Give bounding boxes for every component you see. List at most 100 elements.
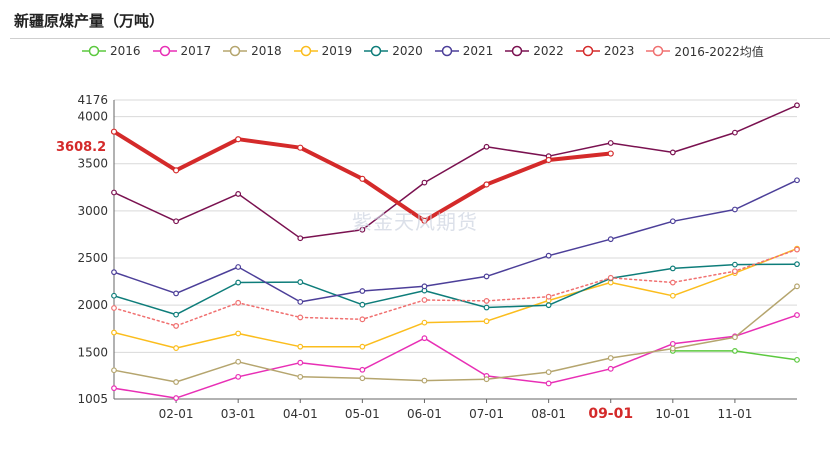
data-point <box>421 217 428 224</box>
data-point <box>173 379 179 385</box>
data-point <box>607 274 614 281</box>
data-point <box>359 366 366 373</box>
data-point <box>794 246 800 253</box>
legend-marker-icon <box>223 45 248 57</box>
data-point <box>545 369 552 376</box>
data-point <box>173 345 179 351</box>
data-point <box>732 129 738 136</box>
series-2019-line <box>113 247 798 349</box>
legend-item[interactable]: 2016 <box>82 44 141 58</box>
data-point <box>297 279 304 285</box>
x-tick-label: 09-01 <box>588 406 633 422</box>
legend-item[interactable]: 2020 <box>364 44 423 58</box>
x-tick-label: 03-01 <box>221 407 256 421</box>
data-point <box>545 252 552 259</box>
y-tick-label: 2000 <box>77 298 108 312</box>
legend-label: 2018 <box>251 44 282 58</box>
y-tick-label: 1500 <box>77 345 108 359</box>
data-point <box>794 102 800 109</box>
legend-item[interactable]: 2016-2022均值 <box>646 43 764 60</box>
data-point <box>173 311 179 318</box>
data-point <box>545 156 552 164</box>
data-point <box>483 181 490 188</box>
data-point <box>483 143 490 150</box>
data-point <box>111 305 117 311</box>
data-point <box>235 136 242 143</box>
data-point <box>794 312 800 318</box>
x-tick-label: 07-01 <box>469 407 504 421</box>
chart-title: 新疆原煤产量（万吨） <box>14 12 165 30</box>
y-tick-label: 1005 <box>77 392 108 406</box>
legend-label: 2016-2022均值 <box>674 44 764 59</box>
data-point <box>794 283 800 290</box>
legend-label: 2017 <box>180 44 212 58</box>
data-point <box>297 343 304 350</box>
legend-label: 2023 <box>603 44 635 58</box>
data-point <box>794 177 800 184</box>
data-point <box>235 279 242 286</box>
data-point <box>359 175 366 182</box>
data-point <box>359 343 366 350</box>
data-point <box>235 191 242 197</box>
legend-label: 2016 <box>110 44 141 58</box>
data-point <box>421 283 428 290</box>
legend-marker-icon <box>293 45 318 57</box>
data-point <box>359 316 366 323</box>
data-point <box>172 167 180 174</box>
data-point <box>359 301 366 308</box>
legend-item[interactable]: 2022 <box>505 44 564 58</box>
legend-marker-icon <box>82 45 106 57</box>
x-tick-label: 04-01 <box>283 407 318 421</box>
data-point <box>607 150 614 157</box>
data-point <box>173 323 179 329</box>
data-point <box>545 380 552 387</box>
data-point <box>483 298 490 304</box>
series-2020-line <box>113 263 798 316</box>
legend-label: 2021 <box>462 44 494 58</box>
legend-item[interactable]: 2017 <box>152 44 212 58</box>
y-tick-label: 4000 <box>77 110 108 124</box>
data-point <box>111 189 117 196</box>
data-point <box>421 179 428 186</box>
data-point <box>173 395 179 401</box>
legend-item[interactable]: 2021 <box>434 44 494 58</box>
legend-item[interactable]: 2019 <box>293 44 352 58</box>
series-2021-line <box>113 179 798 303</box>
x-tick-label: 11-01 <box>717 407 752 421</box>
data-point <box>483 273 490 280</box>
data-point <box>235 299 242 306</box>
data-point <box>732 206 738 213</box>
series-2017-line <box>113 314 798 399</box>
data-point <box>235 264 242 270</box>
legend-item[interactable]: 2023 <box>575 44 635 58</box>
series-2016-2022--line <box>113 248 798 327</box>
data-point <box>669 265 676 272</box>
legend-marker-icon <box>364 45 389 57</box>
x-tick-label: 08-01 <box>531 407 566 421</box>
data-point <box>545 302 552 309</box>
data-point <box>111 367 117 374</box>
data-point <box>297 144 304 151</box>
data-point <box>173 218 179 225</box>
data-point <box>669 149 676 156</box>
data-point <box>669 340 676 347</box>
data-point <box>794 261 800 268</box>
series-2018-line <box>113 285 798 383</box>
data-point <box>732 348 738 354</box>
data-point <box>111 292 117 299</box>
x-tick-label: 05-01 <box>345 407 380 421</box>
data-point <box>732 334 738 341</box>
data-point <box>235 358 242 365</box>
data-point <box>235 373 242 380</box>
data-point <box>421 319 428 326</box>
data-point <box>607 355 614 361</box>
series-2022-line <box>113 104 798 239</box>
data-point <box>669 218 676 225</box>
legend-marker-icon <box>505 45 530 57</box>
legend-marker-icon <box>152 45 177 57</box>
data-point <box>483 304 490 311</box>
legend-item[interactable]: 2018 <box>223 44 282 58</box>
data-point <box>110 128 118 135</box>
chart-legend: 2016 2017 2018 2019 2020 2021 2022 2023 2016-202… <box>82 41 776 61</box>
